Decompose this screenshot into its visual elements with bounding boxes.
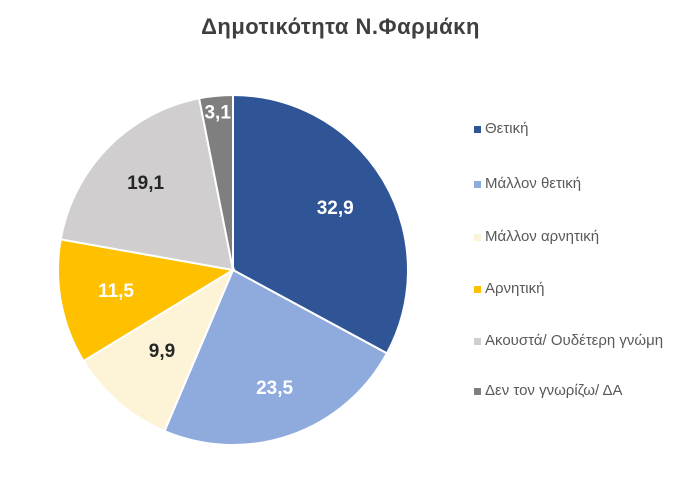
pie-slices bbox=[57, 93, 409, 446]
legend-item-3: Μάλλον αρνητική bbox=[474, 228, 674, 246]
data-label-6: 3,1 bbox=[204, 102, 231, 123]
legend-swatch bbox=[474, 286, 481, 293]
legend-label: Ακουστά/ Ουδέτερη γνώμη bbox=[485, 332, 664, 349]
legend-item-5: Ακουστά/ Ουδέτερη γνώμη bbox=[474, 332, 674, 350]
pie-data-labels: 32,9 23,5 9,9 11,5 19,1 3,1 bbox=[98, 102, 354, 399]
pie-slice-1 bbox=[232, 93, 409, 355]
chart-title: Δημοτικότητα Ν.Φαρμάκη bbox=[201, 14, 480, 39]
pie-slice-3 bbox=[82, 267, 236, 433]
legend-item-6: Δεν τον γνωρίζω/ ΔΑ bbox=[474, 382, 674, 400]
data-label-1: 32,9 bbox=[317, 198, 354, 219]
legend-label: Μάλλον αρνητική bbox=[485, 228, 600, 245]
legend-swatch bbox=[474, 181, 481, 188]
legend-label: Δεν τον γνωρίζω/ ΔΑ bbox=[485, 382, 623, 399]
legend-label: Θετική bbox=[485, 120, 529, 137]
pie-slice-6 bbox=[197, 93, 234, 271]
data-label-4: 11,5 bbox=[98, 281, 134, 302]
legend-swatch bbox=[474, 388, 481, 395]
legend-swatch bbox=[474, 126, 481, 133]
legend-item-1: Θετική bbox=[474, 120, 674, 138]
pie-slice-2 bbox=[163, 268, 389, 446]
legend-label: Αρνητική bbox=[485, 280, 545, 297]
pie-slice-4 bbox=[57, 238, 236, 363]
legend-swatch bbox=[474, 338, 481, 345]
data-label-2: 23,5 bbox=[256, 378, 293, 399]
data-label-3: 9,9 bbox=[149, 341, 175, 362]
legend-label: Μάλλον θετική bbox=[485, 175, 582, 192]
data-label-5: 19,1 bbox=[127, 173, 164, 194]
pie-slice-5 bbox=[59, 97, 235, 272]
legend-item-2: Μάλλον θετική bbox=[474, 175, 674, 193]
legend-item-4: Αρνητική bbox=[474, 280, 674, 298]
legend-swatch bbox=[474, 234, 481, 241]
